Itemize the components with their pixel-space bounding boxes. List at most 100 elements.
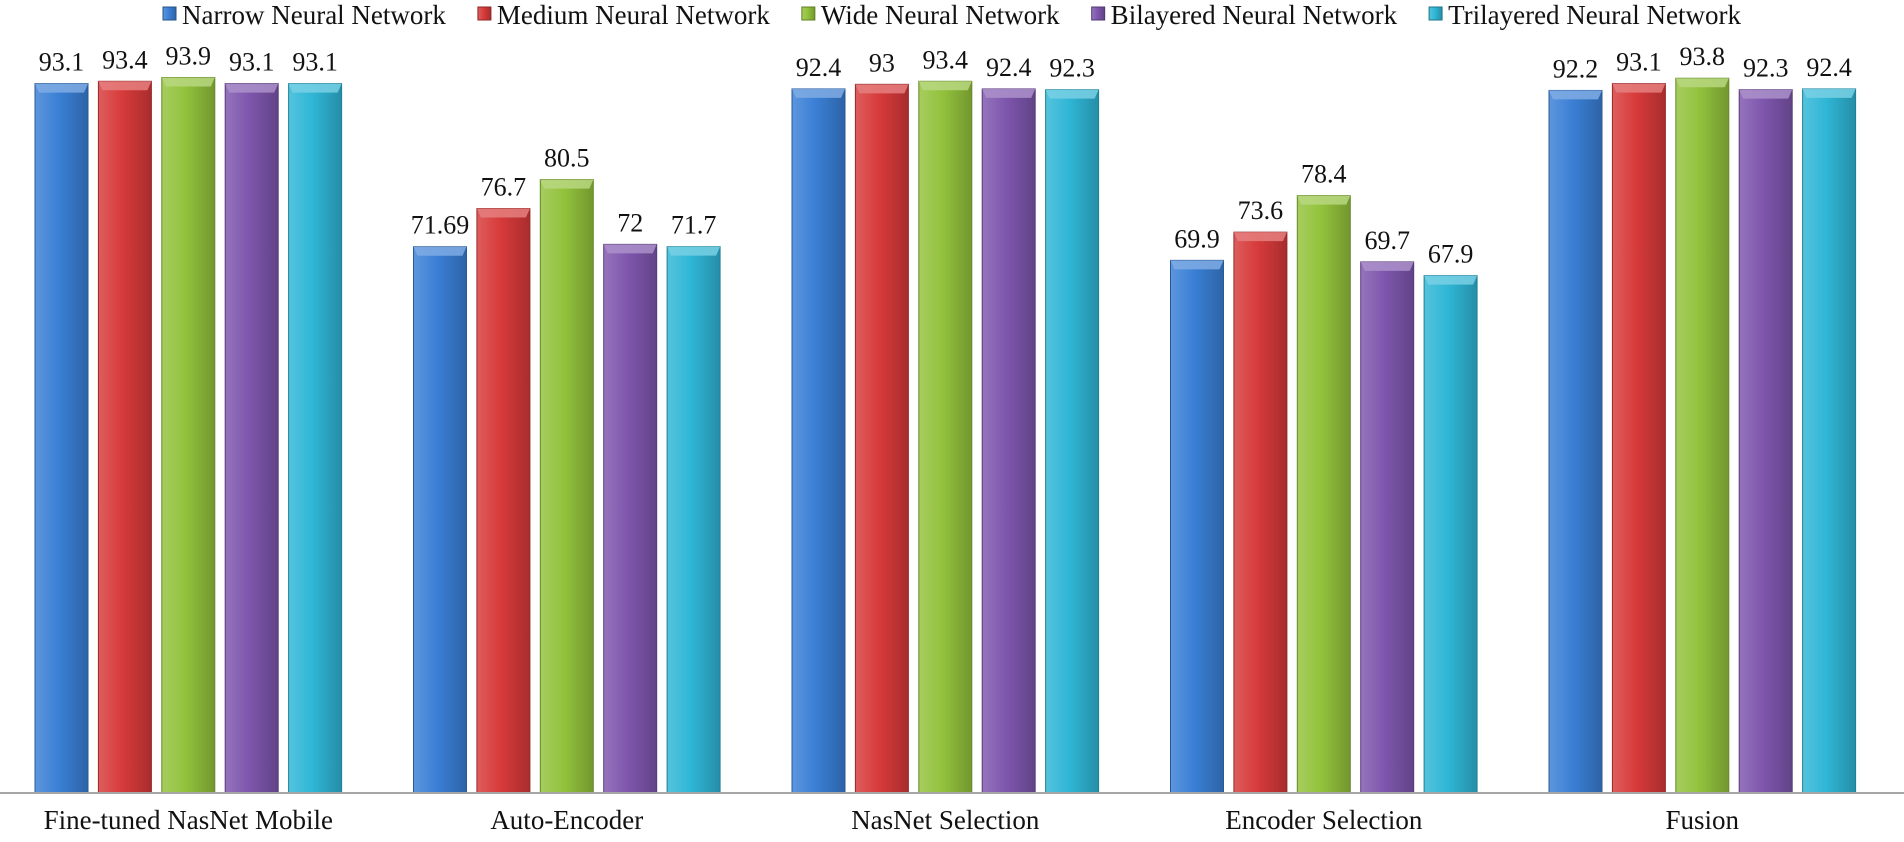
bar-body bbox=[791, 88, 846, 794]
legend-item: Trilayered Neural Network bbox=[1428, 0, 1741, 30]
bar-cap bbox=[1045, 89, 1099, 99]
legend-label: Medium Neural Network bbox=[497, 0, 770, 30]
x-tick-label: NasNet Selection bbox=[851, 805, 1040, 835]
data-label: 69.7 bbox=[1364, 226, 1410, 255]
bar-cap bbox=[1297, 195, 1351, 205]
chart-legend: Narrow Neural Network Medium Neural Netwo… bbox=[162, 0, 1741, 30]
bar-cap bbox=[1424, 275, 1478, 285]
bar bbox=[918, 80, 973, 794]
data-label: 71.7 bbox=[671, 211, 717, 240]
bar-cap bbox=[288, 83, 342, 93]
bar-body bbox=[1423, 275, 1478, 794]
data-label: 93.4 bbox=[923, 45, 969, 74]
data-label: 92.3 bbox=[1049, 54, 1095, 83]
bar-cap bbox=[225, 83, 279, 93]
bar-body bbox=[918, 80, 973, 794]
bar bbox=[1423, 275, 1478, 794]
bar bbox=[1360, 261, 1415, 794]
bar-body bbox=[1360, 261, 1415, 794]
bar bbox=[1233, 231, 1288, 794]
bar-cap bbox=[476, 208, 530, 218]
legend-item: Medium Neural Network bbox=[477, 0, 770, 30]
bar bbox=[1738, 89, 1793, 794]
bar bbox=[981, 88, 1036, 794]
bar bbox=[1045, 89, 1100, 794]
bar-body bbox=[224, 83, 279, 794]
bar bbox=[1675, 77, 1730, 794]
bar-cap bbox=[1170, 260, 1224, 270]
bar-group bbox=[34, 76, 1857, 794]
x-tick-label: Fine-tuned NasNet Mobile bbox=[44, 805, 333, 835]
bar-body bbox=[288, 83, 343, 794]
bar-body bbox=[603, 243, 658, 794]
bar-cap bbox=[1802, 88, 1856, 98]
data-label: 93.1 bbox=[39, 48, 85, 77]
legend-label: Wide Neural Network bbox=[821, 0, 1060, 30]
bar bbox=[1802, 88, 1857, 794]
bar-body bbox=[1738, 89, 1793, 794]
data-label: 80.5 bbox=[544, 144, 590, 173]
bar-body bbox=[1802, 88, 1857, 794]
bar bbox=[1170, 259, 1224, 794]
legend-swatch bbox=[1428, 6, 1443, 21]
bar-cap bbox=[603, 244, 657, 254]
bar-body bbox=[1296, 195, 1351, 794]
bar-body bbox=[1045, 89, 1100, 794]
bar-cap bbox=[982, 88, 1036, 98]
bar-cap bbox=[98, 81, 152, 91]
x-tick-label: Encoder Selection bbox=[1225, 805, 1423, 835]
bar-body bbox=[1611, 83, 1666, 794]
data-label: 92.4 bbox=[986, 53, 1032, 82]
data-label: 73.6 bbox=[1238, 196, 1284, 225]
bar-body bbox=[1548, 89, 1603, 794]
data-label: 78.4 bbox=[1301, 160, 1347, 189]
legend-item: Wide Neural Network bbox=[801, 0, 1060, 30]
data-label: 92.4 bbox=[796, 53, 842, 82]
bar-body bbox=[161, 76, 216, 794]
data-label: 93.1 bbox=[292, 48, 338, 77]
bar-body bbox=[539, 179, 594, 794]
bar bbox=[97, 80, 152, 794]
bar-cap bbox=[1549, 90, 1602, 100]
legend-swatch bbox=[1091, 6, 1106, 21]
bar-cap bbox=[918, 81, 972, 91]
bar-body bbox=[1675, 77, 1730, 794]
bar-cap bbox=[1233, 232, 1287, 242]
data-label: 93.4 bbox=[102, 45, 148, 74]
data-label: 71.69 bbox=[411, 211, 470, 240]
bar bbox=[1548, 89, 1603, 794]
x-axis-tick-labels: Fine-tuned NasNet Mobile Auto-Encoder NasN… bbox=[44, 805, 1740, 835]
bar bbox=[224, 83, 279, 794]
data-label: 93 bbox=[869, 48, 895, 77]
data-labels: 93.1 93.4 93.9 93.1 93.1 71.69 76.7 80.5 72 71.7 9… bbox=[39, 41, 1852, 268]
bar-body bbox=[981, 88, 1036, 794]
bar-cap bbox=[792, 88, 845, 98]
bar bbox=[476, 208, 531, 794]
data-label: 92.4 bbox=[1806, 53, 1852, 82]
bar-body bbox=[666, 246, 721, 794]
bar bbox=[1296, 195, 1351, 794]
bar-cap bbox=[35, 83, 88, 93]
bar-cap bbox=[540, 179, 594, 189]
data-label: 67.9 bbox=[1428, 240, 1474, 269]
x-tick-label: Auto-Encoder bbox=[490, 805, 643, 835]
bar-body bbox=[97, 80, 152, 794]
legend-swatch bbox=[477, 6, 492, 21]
bar bbox=[161, 76, 216, 794]
legend-swatch bbox=[162, 6, 177, 21]
x-tick-label: Fusion bbox=[1666, 805, 1740, 835]
bar-body bbox=[413, 246, 467, 794]
bar-cap bbox=[413, 246, 467, 256]
data-label: 92.3 bbox=[1743, 54, 1789, 83]
data-label: 93.1 bbox=[1616, 48, 1662, 77]
bar bbox=[539, 179, 594, 794]
legend-swatch bbox=[801, 6, 816, 21]
data-label: 69.9 bbox=[1174, 224, 1220, 253]
data-label: 92.2 bbox=[1553, 54, 1599, 83]
bar-body bbox=[1170, 259, 1224, 794]
bar-cap bbox=[161, 77, 215, 87]
bar-cap bbox=[1612, 83, 1666, 93]
legend-item: Bilayered Neural Network bbox=[1091, 0, 1398, 30]
bar-body bbox=[1233, 231, 1288, 794]
